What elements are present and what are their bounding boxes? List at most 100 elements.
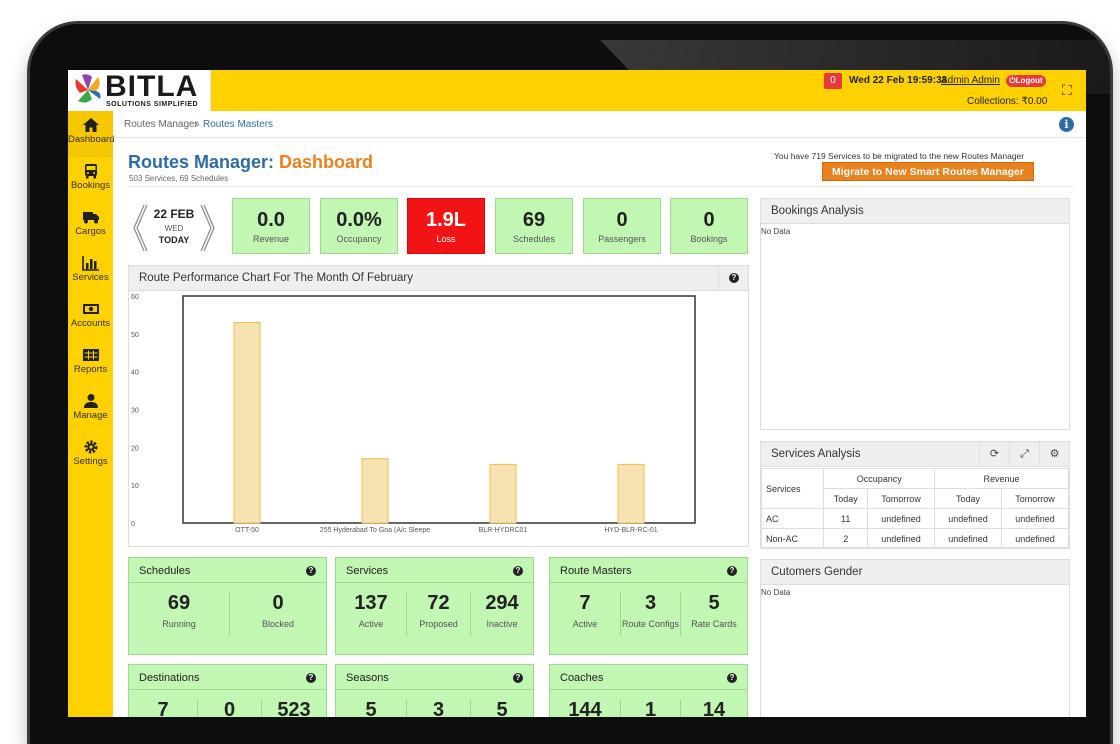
- card-metric: 5 Rate Cards: [680, 592, 747, 636]
- seasons-card[interactable]: Seasons ? 5 3 5: [335, 664, 534, 717]
- card-metric: 3: [406, 699, 470, 717]
- sidebar-item-settings[interactable]: Settings: [68, 433, 113, 479]
- empty-state: No Data: [761, 227, 791, 236]
- top-bar: BITLA SOLUTIONS SIMPLIFIED 0 Wed 22 Feb …: [68, 70, 1086, 111]
- page-title-main: Routes Manager:: [128, 152, 280, 172]
- card-metric: 69 Running: [129, 592, 229, 636]
- column-header: Tomorrow: [1000, 488, 1070, 509]
- metric-value: 5: [708, 592, 720, 614]
- logo-mark-icon: [75, 74, 101, 103]
- question-icon[interactable]: ?: [513, 673, 523, 683]
- card-metric: 523: [261, 699, 326, 717]
- date-value: 22 FEB: [153, 207, 195, 221]
- card-metric: 144: [550, 699, 620, 717]
- metric-value: 1: [644, 699, 657, 717]
- logo[interactable]: BITLA SOLUTIONS SIMPLIFIED: [68, 70, 211, 111]
- metric-value: 14: [702, 699, 726, 717]
- user-link[interactable]: Admin Admin: [941, 75, 1000, 86]
- stat-label: Loss: [436, 234, 456, 244]
- table-row: AC 11 undefined undefined undefined: [760, 508, 1070, 529]
- column-header: Today: [823, 488, 869, 509]
- sidebar-item-cargos[interactable]: Cargos: [68, 203, 113, 249]
- services-card[interactable]: Services ? 137 Active 72 Proposed 294 In…: [335, 557, 534, 655]
- sidebar-item-dashboard[interactable]: Dashboard: [68, 111, 114, 157]
- panel-header: Route Performance Chart For The Month Of…: [129, 266, 748, 291]
- metric-label: Inactive: [486, 619, 518, 629]
- bar-chart-icon: [81, 256, 99, 271]
- refresh-icon: ⟳: [989, 448, 1000, 460]
- expand-button[interactable]: ⤢: [1009, 442, 1039, 467]
- date-day: WED: [164, 224, 184, 233]
- chart-bar[interactable]: [233, 321, 261, 524]
- fullscreen-icon[interactable]: ⛶: [1062, 82, 1072, 98]
- question-icon[interactable]: ?: [306, 566, 316, 576]
- logo-text: BITLA: [105, 70, 199, 103]
- stat-schedules: 69 Schedules: [495, 198, 573, 254]
- sidebar-item-accounts[interactable]: Accounts: [68, 295, 113, 341]
- date-next-icon[interactable]: [200, 203, 218, 253]
- metric-value: 5: [496, 699, 508, 717]
- metric-value: 0: [223, 699, 236, 717]
- table-icon: [82, 349, 99, 361]
- question-icon[interactable]: ?: [727, 566, 737, 576]
- sidebar-item-services[interactable]: Services: [68, 249, 113, 295]
- stat-passengers: 0 Passengers: [583, 198, 661, 254]
- bookings-analysis-panel: Bookings Analysis No Data: [760, 198, 1070, 430]
- question-icon[interactable]: ?: [513, 566, 523, 576]
- route-performance-chart: 0 10 20 30 40 50 60 OTT-50 255 Hyderabad To Goa …: [131, 294, 696, 534]
- settings-button[interactable]: ⚙: [1039, 442, 1069, 467]
- route-performance-panel: Route Performance Chart For The Month Of…: [128, 265, 749, 547]
- sidebar-item-bookings[interactable]: Bookings: [68, 157, 113, 203]
- breadcrumb-separator: »: [194, 119, 200, 130]
- sidebar-item-manage[interactable]: Manage: [68, 387, 113, 433]
- coaches-card[interactable]: Coaches ? 144 1 14: [549, 664, 748, 717]
- metric-value: 7: [157, 699, 169, 717]
- sidebar-item-reports[interactable]: Reports: [68, 341, 113, 387]
- migrate-button[interactable]: Migrate to New Smart Routes Manager: [822, 162, 1034, 181]
- y-tick-label: 0: [131, 521, 135, 528]
- app-screen: BITLA SOLUTIONS SIMPLIFIED 0 Wed 22 Feb …: [68, 70, 1086, 717]
- date-label: TODAY: [158, 235, 190, 245]
- x-tick-label: OTT-50: [235, 527, 259, 534]
- stat-value: 0: [616, 209, 628, 231]
- sidebar-item-label: Settings: [73, 456, 108, 467]
- notification-badge[interactable]: 0: [824, 73, 842, 89]
- table-cell: AC: [760, 508, 825, 529]
- card-metric: 72 Proposed: [406, 592, 470, 636]
- metric-value: 0: [272, 592, 284, 614]
- date-prev-icon[interactable]: [130, 203, 148, 253]
- metric-value: 7: [579, 592, 591, 614]
- destinations-card[interactable]: Destinations ? 7 0 523: [128, 664, 327, 717]
- metric-label: Route Configs: [621, 619, 680, 629]
- metric-value: 72: [427, 592, 450, 614]
- help-button[interactable]: ?: [718, 266, 748, 291]
- chart-bar[interactable]: [489, 463, 517, 524]
- refresh-button[interactable]: ⟳: [979, 442, 1009, 467]
- y-tick-label: 10: [131, 483, 139, 490]
- route-masters-card[interactable]: Route Masters ? 7 Active 3 Route Configs…: [549, 557, 748, 655]
- table-cell: undefined: [1000, 508, 1070, 529]
- logout-button[interactable]: ⏻Logout: [1006, 75, 1046, 87]
- metric-value: 137: [354, 592, 388, 614]
- card-header: Route Masters ?: [550, 558, 747, 583]
- stat-label: Schedules: [512, 234, 556, 244]
- table-cell: 11: [823, 508, 869, 529]
- breadcrumb-parent[interactable]: Routes Manager: [124, 119, 198, 130]
- question-icon[interactable]: ?: [306, 673, 316, 683]
- empty-state: No Data: [761, 588, 791, 597]
- question-icon[interactable]: ?: [727, 673, 737, 683]
- chart-bar[interactable]: [617, 463, 645, 524]
- card-metric: 294 Inactive: [470, 592, 533, 636]
- stat-value: 0.0: [257, 209, 285, 231]
- user-icon: [83, 394, 98, 408]
- metric-value: 294: [485, 592, 519, 614]
- schedules-card[interactable]: Schedules ? 69 Running 0 Blocked: [128, 557, 327, 655]
- collections-amount: Collections: ₹0.00: [967, 96, 1048, 107]
- card-header: Coaches ?: [550, 665, 747, 690]
- chart-bar[interactable]: [361, 458, 389, 524]
- breadcrumb-current[interactable]: Routes Masters: [203, 119, 274, 130]
- panel-title: Route Performance Chart For The Month Of…: [139, 272, 413, 284]
- column-header: Services: [760, 468, 825, 509]
- info-icon[interactable]: i: [1059, 117, 1074, 132]
- column-header: Today: [934, 488, 1002, 509]
